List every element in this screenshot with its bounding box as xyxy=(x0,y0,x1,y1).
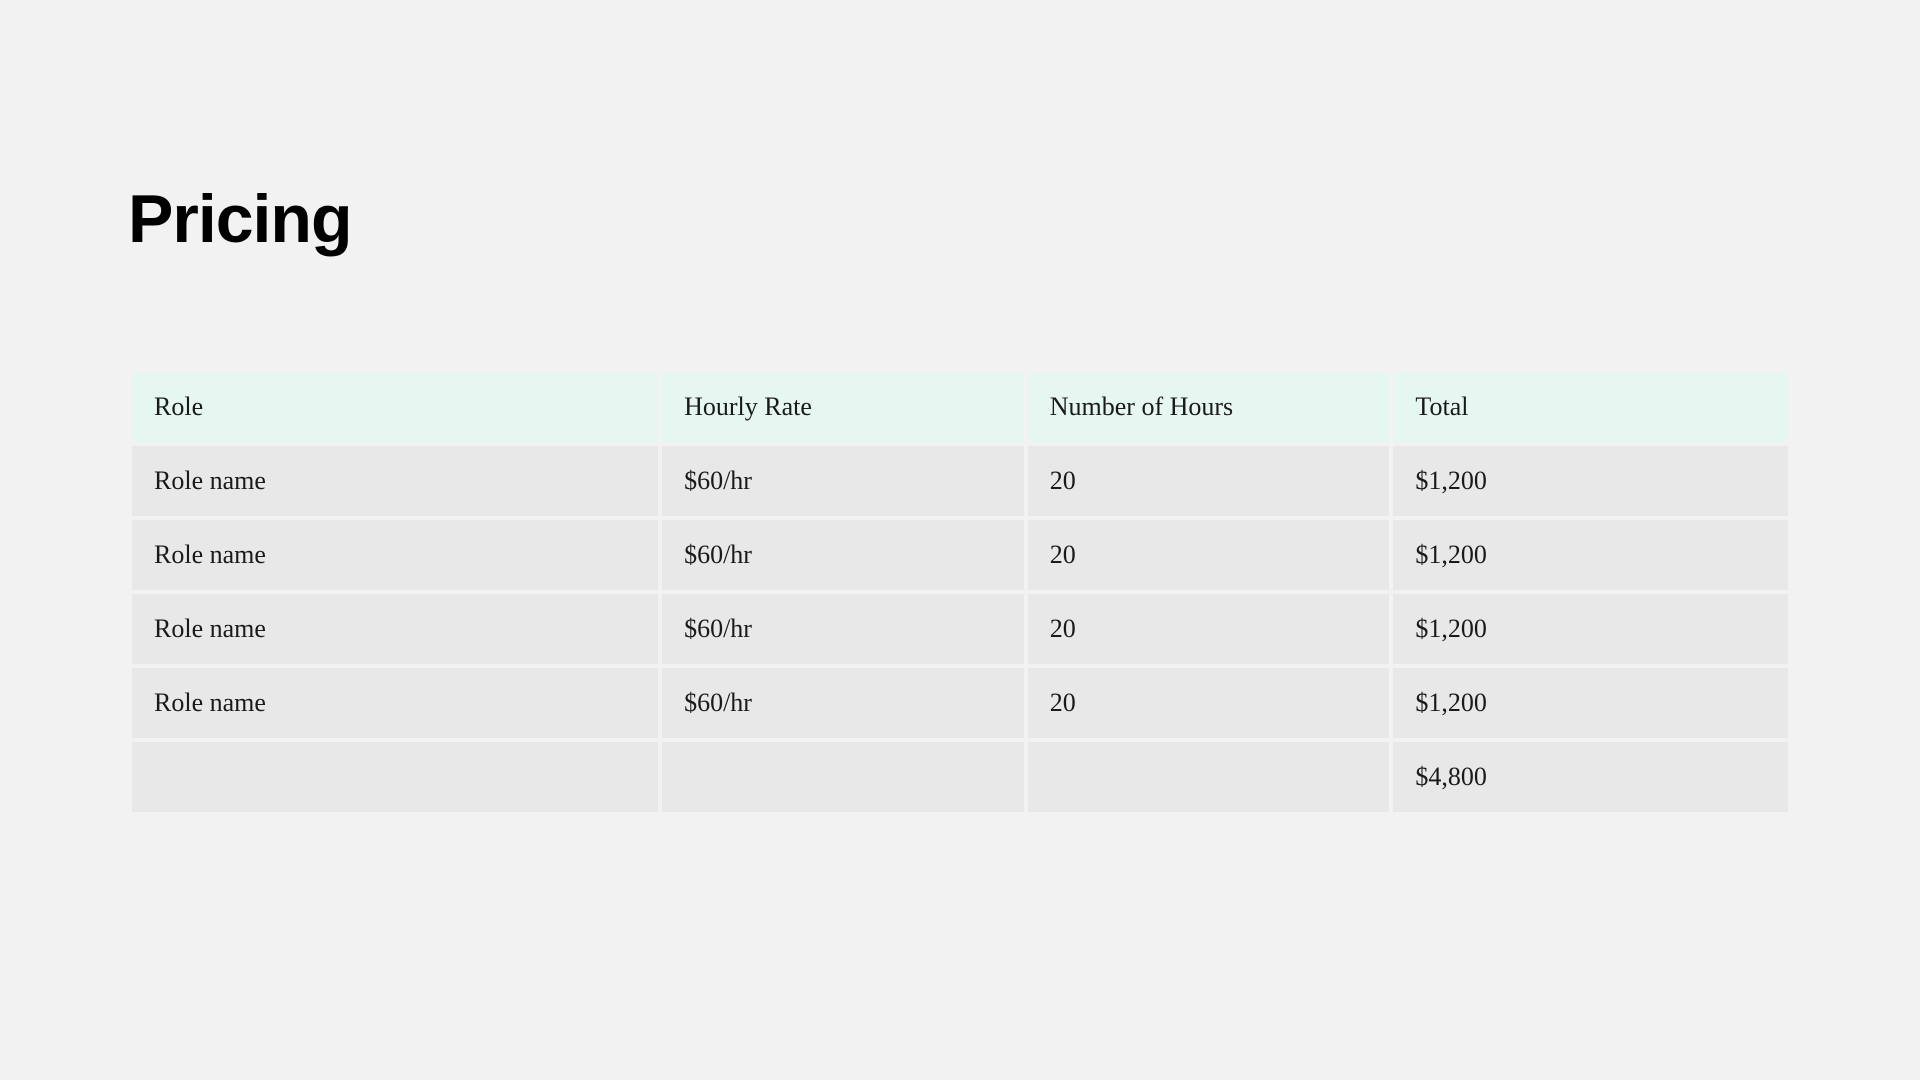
cell-hours: 20 xyxy=(1028,446,1390,516)
cell-rate: $60/hr xyxy=(662,520,1024,590)
cell-rate: $60/hr xyxy=(662,446,1024,516)
table-total-row: $4,800 xyxy=(132,742,1788,812)
col-header-hours: Number of Hours xyxy=(1028,372,1390,442)
page-title: Pricing xyxy=(128,180,1792,258)
cell-hours: 20 xyxy=(1028,594,1390,664)
cell-total: $1,200 xyxy=(1393,594,1788,664)
cell-role: Role name xyxy=(132,520,658,590)
cell-rate: $60/hr xyxy=(662,668,1024,738)
table-row: Role name $60/hr 20 $1,200 xyxy=(132,668,1788,738)
cell-total: $1,200 xyxy=(1393,668,1788,738)
cell-role: Role name xyxy=(132,668,658,738)
pricing-table: Role Hourly Rate Number of Hours Total R… xyxy=(128,368,1792,816)
table-row: Role name $60/hr 20 $1,200 xyxy=(132,594,1788,664)
cell-hours: 20 xyxy=(1028,668,1390,738)
cell-rate: $60/hr xyxy=(662,594,1024,664)
cell-total: $1,200 xyxy=(1393,520,1788,590)
pricing-slide: Pricing Role Hourly Rate Number of Hours… xyxy=(0,0,1920,1080)
col-header-role: Role xyxy=(132,372,658,442)
cell-hours: 20 xyxy=(1028,520,1390,590)
cell-role: Role name xyxy=(132,446,658,516)
cell-grand-total: $4,800 xyxy=(1393,742,1788,812)
table-header-row: Role Hourly Rate Number of Hours Total xyxy=(132,372,1788,442)
col-header-total: Total xyxy=(1393,372,1788,442)
cell-empty xyxy=(662,742,1024,812)
cell-role: Role name xyxy=(132,594,658,664)
table-row: Role name $60/hr 20 $1,200 xyxy=(132,520,1788,590)
table-row: Role name $60/hr 20 $1,200 xyxy=(132,446,1788,516)
cell-empty xyxy=(1028,742,1390,812)
col-header-rate: Hourly Rate xyxy=(662,372,1024,442)
cell-empty xyxy=(132,742,658,812)
cell-total: $1,200 xyxy=(1393,446,1788,516)
